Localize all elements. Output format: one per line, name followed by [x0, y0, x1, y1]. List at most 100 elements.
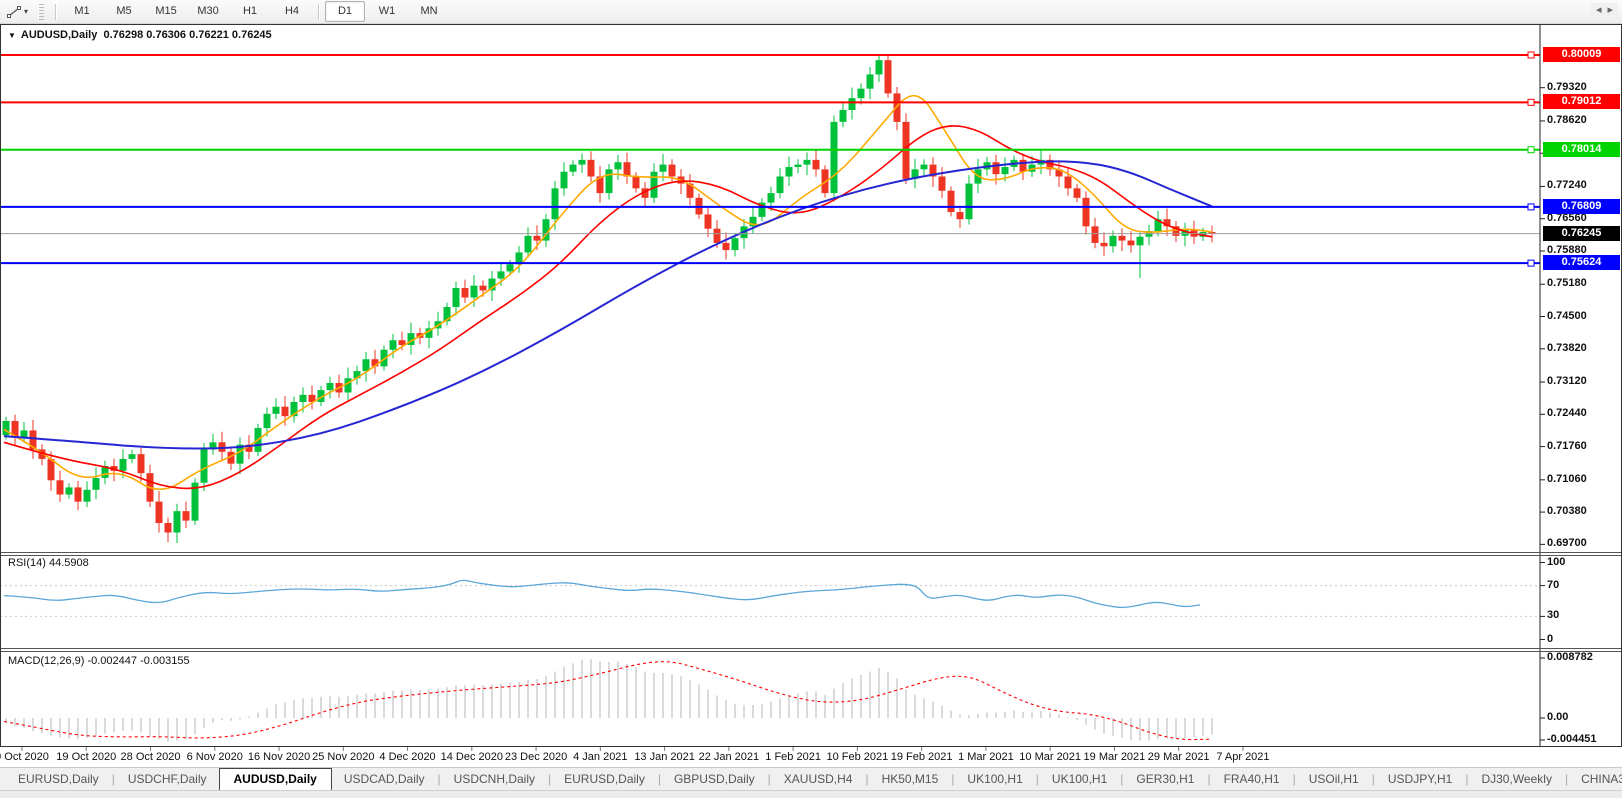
candle-body — [848, 98, 856, 111]
timeframe-button-h4[interactable]: H4 — [284, 5, 300, 17]
candle-body — [614, 162, 622, 170]
timeframe-button-mn[interactable]: MN — [420, 5, 438, 17]
date-label: 1 Feb 2021 — [765, 751, 821, 763]
tab-audusd-daily[interactable]: AUDUSD,Daily — [218, 768, 332, 790]
price-level-label[interactable]: 0.76809 — [1543, 198, 1620, 214]
candle-body — [20, 430, 28, 438]
candle-body — [1091, 226, 1099, 243]
timeframe-button-d1[interactable]: D1 — [325, 1, 366, 22]
candle-body — [875, 60, 883, 75]
candle-body — [911, 169, 919, 179]
candle-body — [209, 442, 217, 450]
candle-body — [380, 349, 388, 367]
candle-body — [1163, 219, 1171, 227]
tab-gbpusd-daily[interactable]: GBPUSD,Daily — [673, 772, 755, 786]
date-label: 9 Oct 2020 — [0, 751, 49, 763]
candle-body — [488, 278, 496, 291]
candle-body — [290, 401, 298, 417]
line-tool-button[interactable]: ▾ — [0, 0, 32, 23]
candle-body — [173, 511, 181, 533]
tab-china300-h1[interactable]: CHINA300,H1 — [1581, 772, 1622, 786]
tab-separator: | — [1371, 772, 1375, 786]
candle-body — [2, 420, 10, 436]
tab-eurusd-daily[interactable]: EURUSD,Daily — [564, 772, 645, 786]
macd-scale-label: 0.008782 — [1547, 651, 1593, 663]
tab-ger30-h1[interactable]: GER30,H1 — [1136, 772, 1195, 786]
price-level-label[interactable]: 0.78014 — [1543, 141, 1620, 157]
candle-body — [812, 159, 820, 170]
fast-ma — [3, 94, 1213, 491]
candle-body — [1181, 230, 1189, 236]
price-tick-label: 0.75180 — [1547, 277, 1587, 290]
candle-body — [569, 164, 577, 172]
candle-body — [1100, 242, 1108, 247]
candle-body — [650, 171, 658, 198]
price-tick-label: 0.76560 — [1547, 211, 1587, 224]
candle-body — [596, 176, 604, 194]
price-tick-label: 0.73820 — [1547, 341, 1587, 354]
tab-uk100-h1[interactable]: UK100,H1 — [967, 772, 1023, 786]
price-tick-label: 0.77240 — [1547, 179, 1587, 192]
price-level-label[interactable]: 0.79012 — [1543, 94, 1620, 110]
candle-body — [524, 235, 532, 253]
price-tick-label: 0.73120 — [1547, 375, 1587, 388]
toolbar-grip[interactable] — [38, 3, 45, 20]
candle-body — [893, 93, 901, 122]
timeframe-button-w1[interactable]: W1 — [378, 5, 396, 17]
chart-canvas[interactable]: ▼ AUDUSD,Daily 0.76298 0.76306 0.76221 0.… — [0, 24, 1622, 765]
timeframe-button-m5[interactable]: M5 — [116, 5, 132, 17]
candle-body — [11, 420, 19, 438]
date-label: 23 Dec 2020 — [504, 751, 568, 763]
tab-separator: | — [1292, 772, 1296, 786]
tab-usdchf-daily[interactable]: USDCHF,Daily — [127, 772, 207, 786]
tab-separator: | — [767, 772, 771, 786]
timeframe-button-m1[interactable]: M1 — [74, 5, 90, 17]
tab-dj30-weekly[interactable]: DJ30,Weekly — [1481, 772, 1552, 786]
candle-body — [533, 235, 541, 241]
tab-usdjpy-h1[interactable]: USDJPY,H1 — [1387, 772, 1453, 786]
candle-body — [1064, 176, 1072, 189]
candle-body — [551, 188, 559, 220]
candle-body — [56, 480, 64, 495]
tab-scroll-left-icon[interactable]: ◂ — [1595, 4, 1602, 16]
tab-usoil-h1[interactable]: USOil,H1 — [1308, 772, 1359, 786]
tab-separator: | — [1465, 772, 1469, 786]
price-tick-label: 0.71760 — [1547, 439, 1587, 452]
price-level-label[interactable]: 0.80009 — [1543, 47, 1620, 62]
candle-body — [641, 188, 649, 198]
timeframe-button-m30[interactable]: M30 — [197, 5, 219, 17]
tab-xauusd-h4[interactable]: XAUUSD,H4 — [783, 772, 853, 786]
candle-body — [101, 466, 109, 478]
top-toolbar: ▾ M1 M5 M15 M30 H1 H4 D1 W1 MN — [0, 0, 1622, 24]
candle-body — [29, 430, 37, 450]
tab-usdcnh-daily[interactable]: USDCNH,Daily — [453, 772, 536, 786]
candle-body — [389, 340, 397, 350]
date-label: 7 Apr 2021 — [1216, 751, 1270, 763]
candle-body — [227, 451, 235, 464]
chevron-down-icon[interactable]: ▾ — [24, 7, 29, 16]
tab-scroll-right-icon[interactable]: ▸ — [1607, 4, 1613, 16]
tab-eurusd-daily[interactable]: EURUSD,Daily — [18, 772, 99, 786]
macd-signal-line — [3, 661, 1213, 741]
candle-body — [632, 176, 640, 189]
candle-body — [425, 328, 433, 338]
chart-collapse-icon[interactable]: ▼ — [8, 31, 16, 40]
price-level-label[interactable]: 0.75624 — [1543, 255, 1620, 271]
tab-usdcad-daily[interactable]: USDCAD,Daily — [343, 772, 425, 786]
tab-hk50-m15[interactable]: HK50,M15 — [881, 772, 939, 786]
candle-body — [461, 288, 469, 298]
price-tick-label: 0.70380 — [1547, 505, 1587, 518]
candle-body — [1109, 235, 1117, 247]
candle-body — [272, 406, 280, 414]
candle-body — [560, 171, 568, 189]
tab-fra40-h1[interactable]: FRA40,H1 — [1223, 772, 1280, 786]
candle-body — [38, 449, 46, 459]
tab-uk100-h1[interactable]: UK100,H1 — [1051, 772, 1108, 786]
line-handle — [1527, 146, 1535, 154]
candle-body — [1208, 232, 1216, 234]
candle-body — [479, 285, 487, 291]
candle-body — [731, 238, 739, 251]
date-label: 13 Jan 2021 — [634, 751, 695, 763]
timeframe-button-h1[interactable]: H1 — [242, 5, 258, 17]
timeframe-button-m15[interactable]: M15 — [155, 5, 177, 17]
